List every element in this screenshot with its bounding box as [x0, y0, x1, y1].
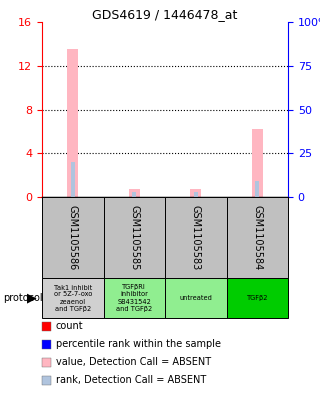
- Bar: [129, 189, 140, 197]
- Bar: [42, 278, 103, 318]
- Bar: [252, 129, 263, 197]
- Bar: [227, 197, 288, 278]
- Bar: [255, 181, 260, 197]
- Text: rank, Detection Call = ABSENT: rank, Detection Call = ABSENT: [56, 375, 206, 385]
- Bar: [103, 197, 165, 278]
- Bar: [165, 197, 227, 278]
- Bar: [132, 192, 136, 197]
- Text: GSM1105586: GSM1105586: [68, 205, 78, 270]
- Bar: [103, 278, 165, 318]
- Text: count: count: [56, 321, 84, 331]
- Text: GSM1105583: GSM1105583: [191, 205, 201, 270]
- Text: protocol: protocol: [3, 293, 43, 303]
- Text: GSM1105584: GSM1105584: [252, 205, 262, 270]
- Text: percentile rank within the sample: percentile rank within the sample: [56, 339, 221, 349]
- Bar: [165, 278, 227, 318]
- Bar: [67, 50, 78, 197]
- Bar: [190, 189, 201, 197]
- Text: untreated: untreated: [179, 295, 212, 301]
- Text: TGFβRI
inhibitor
SB431542
and TGFβ2: TGFβRI inhibitor SB431542 and TGFβ2: [116, 285, 152, 312]
- Text: TGFβ2: TGFβ2: [246, 295, 268, 301]
- Bar: [194, 192, 198, 197]
- Text: GSM1105585: GSM1105585: [129, 205, 139, 270]
- Bar: [71, 162, 75, 197]
- Bar: [227, 278, 288, 318]
- Text: ▶: ▶: [27, 292, 37, 305]
- Bar: [42, 197, 103, 278]
- Text: Tak1 inhibit
or 5Z-7-oxo
zeaenol
and TGFβ2: Tak1 inhibit or 5Z-7-oxo zeaenol and TGF…: [53, 285, 92, 312]
- Title: GDS4619 / 1446478_at: GDS4619 / 1446478_at: [92, 8, 238, 21]
- Text: value, Detection Call = ABSENT: value, Detection Call = ABSENT: [56, 357, 211, 367]
